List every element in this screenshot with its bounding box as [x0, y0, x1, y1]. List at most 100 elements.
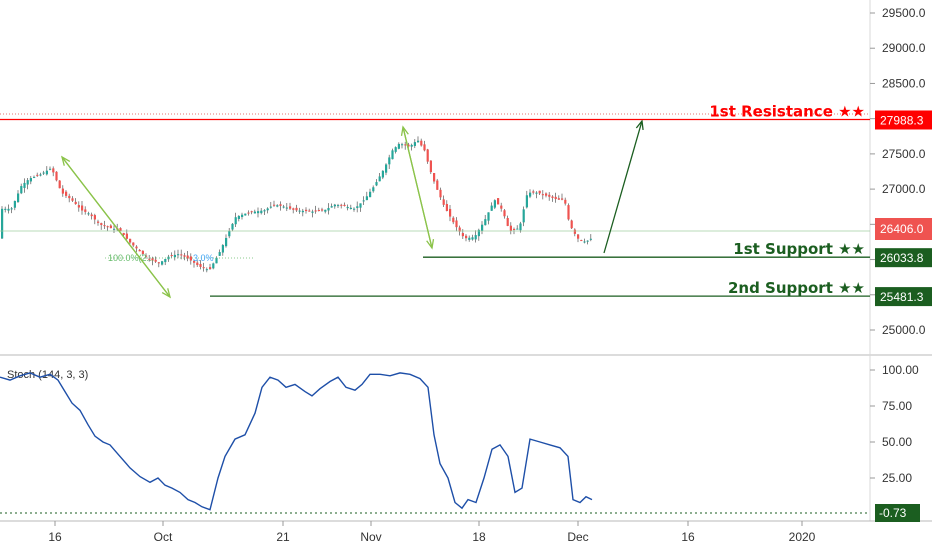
candle-body [471, 237, 474, 240]
candle-body [573, 229, 576, 234]
candle-body [250, 211, 253, 213]
candle-body [436, 180, 439, 190]
stochastic-tick-label: 100.00 [882, 363, 919, 377]
time-tick-label: Oct [154, 530, 173, 544]
candle-body [93, 215, 96, 220]
candle-body [218, 252, 221, 256]
level-label: 2nd Support ★★ [728, 279, 865, 297]
candle-body [29, 178, 32, 182]
candle-body [71, 198, 74, 201]
level-price-tag [875, 287, 932, 307]
candle-body [13, 200, 16, 208]
trend-arrow [402, 126, 433, 249]
candle-body [141, 250, 144, 254]
candle-body [20, 186, 23, 194]
stochastic-last-value: -0.73 [879, 506, 907, 520]
price-tick-label: 27000.0 [882, 182, 926, 196]
candle-body [199, 263, 202, 267]
candle-body [586, 240, 589, 242]
current-price-tag-bg [875, 218, 932, 240]
candle-body [577, 234, 580, 239]
candle-body [225, 237, 228, 247]
candle-body [378, 176, 381, 182]
candle-body [52, 168, 55, 173]
stochastic-tick-label: 25.00 [882, 471, 912, 485]
price-tick-label: 27500.0 [882, 147, 926, 161]
candle-body [580, 240, 583, 242]
candle-body [305, 209, 308, 212]
candle-body [589, 238, 592, 240]
candle-body [493, 200, 496, 208]
candle-body [397, 143, 400, 149]
fib-label: 3.0% [193, 253, 214, 263]
candle-body [237, 215, 240, 219]
stochastic-last-tag-bg [875, 504, 920, 522]
candle-body [343, 204, 346, 207]
stochastic-pane: Stoch (144, 3, 3) 100.0075.0050.0025.00 … [0, 363, 920, 522]
candle-body [231, 223, 234, 230]
candle-body [180, 254, 183, 256]
candle-body [106, 226, 109, 228]
stochastic-last-tag: -0.73 [875, 504, 920, 522]
trend-arrow-head [400, 125, 409, 136]
drawings: 100.0%(2... 3.0% [0, 113, 870, 299]
trend-arrow [61, 156, 171, 298]
candle-body [330, 206, 333, 208]
candle-body [468, 237, 471, 240]
candle-body [221, 245, 224, 253]
candle-body [372, 187, 375, 192]
price-tick-label: 29000.0 [882, 41, 926, 55]
candle-body [132, 242, 135, 246]
candle-body [423, 144, 426, 151]
candle-body [244, 213, 247, 216]
candle-body [1, 208, 4, 239]
candle-body [189, 256, 192, 261]
candle-body [474, 235, 477, 240]
candle-body [276, 205, 279, 207]
stochastic-tick-label: 50.00 [882, 435, 912, 449]
time-axis: 16 Oct 21 Nov 18 Dec 16 2020 [48, 521, 816, 544]
candle-body [519, 223, 522, 231]
candle-body [583, 241, 586, 243]
candle-body [205, 269, 208, 271]
candle-body [490, 205, 493, 211]
candle-body [55, 171, 58, 181]
candle-body [487, 212, 490, 221]
candle-body [289, 206, 292, 209]
candle-body [532, 191, 535, 193]
candle-body [298, 210, 301, 212]
candle-body [113, 228, 116, 230]
candle-body [269, 206, 272, 208]
candle-body [481, 224, 484, 231]
candle-body [81, 205, 84, 211]
candle-body [90, 214, 93, 217]
candle-body [522, 209, 525, 223]
price-pane: 25000.025500.026000.026500.027000.027500… [0, 0, 932, 522]
candle-body [138, 249, 141, 252]
candle-body [161, 261, 164, 265]
candle-body [337, 205, 340, 207]
candle-body [202, 267, 205, 269]
candle-body [429, 160, 432, 173]
stochastic-axis: 100.00 75.00 50.00 25.00 [870, 363, 919, 485]
candle-body [314, 210, 317, 212]
candle-body [36, 174, 39, 176]
price-tick-label: 25000.0 [882, 323, 926, 337]
candle-body [321, 209, 324, 211]
candle-body [324, 209, 327, 212]
candle-body [557, 198, 560, 200]
candle-body [196, 262, 199, 266]
candle-body [301, 210, 304, 213]
candle-body [439, 189, 442, 198]
candle-body [506, 218, 509, 226]
candle-body [391, 150, 394, 160]
fib-label: 100.0%(2... [108, 253, 154, 263]
candle-body [455, 220, 458, 228]
current-price-text: 26406.0 [880, 222, 924, 236]
candle-body [135, 246, 138, 249]
candle-body [388, 157, 391, 165]
time-tick-label: 18 [472, 530, 486, 544]
level-price-tag [875, 110, 932, 130]
candle-body [157, 262, 160, 264]
candle-body [407, 144, 410, 147]
